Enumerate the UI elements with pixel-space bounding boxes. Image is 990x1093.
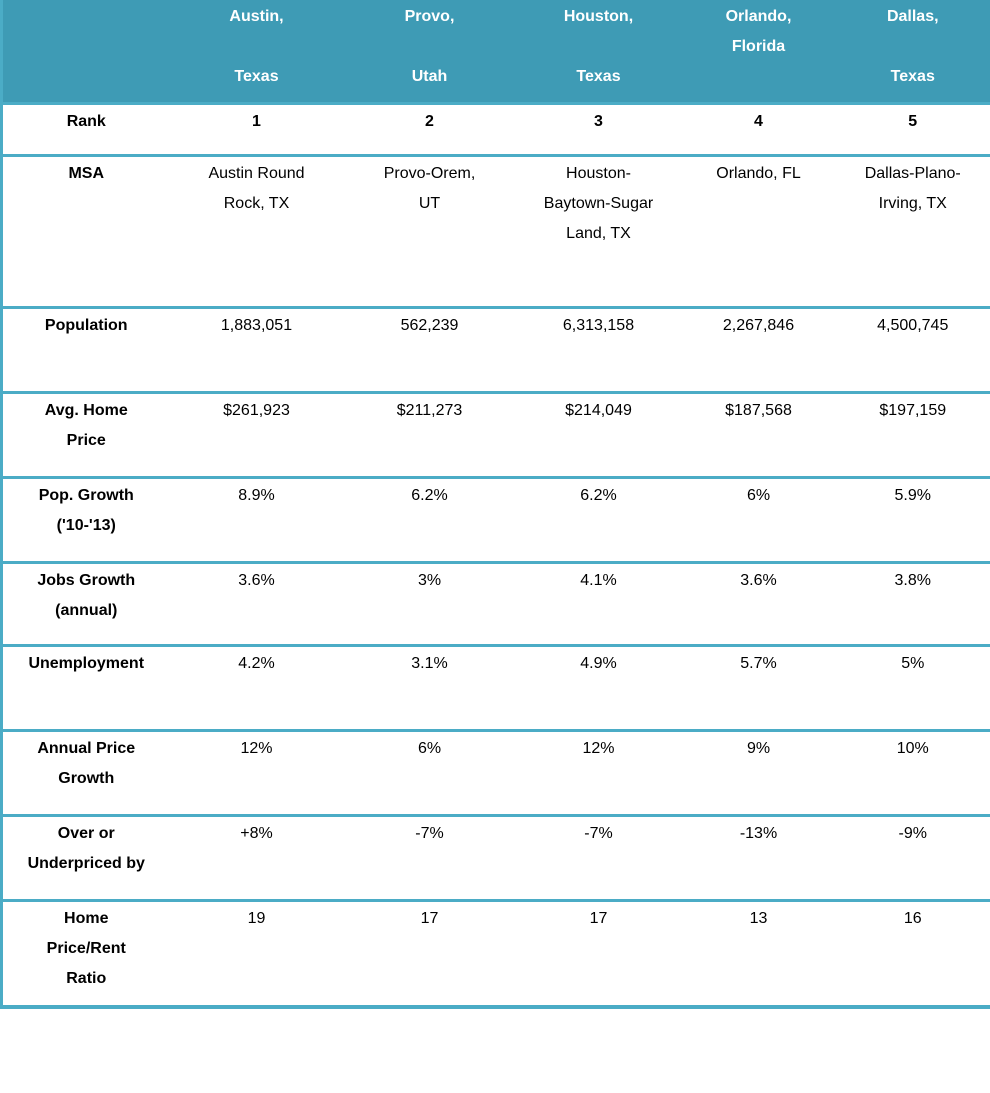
data-cell: 2,267,846: [722, 317, 795, 334]
data-cell: Provo-Orem, UT: [383, 165, 476, 212]
data-cell: 3.1%: [411, 655, 448, 672]
data-cell: 3.6%: [238, 572, 275, 589]
row-header: Unemployment: [28, 655, 145, 672]
data-cell: 17: [589, 910, 608, 927]
data-cell: 5.7%: [740, 655, 777, 672]
data-cell: 6%: [417, 740, 442, 757]
row-header: Population: [44, 317, 128, 334]
header-corner-cell: [1, 0, 170, 104]
header-row: Austin, Texas Provo, Utah Houston, Texas…: [1, 0, 990, 104]
row-header: Rank: [66, 113, 106, 130]
row-header: Jobs Growth (annual): [37, 572, 136, 619]
data-cell: 3%: [417, 572, 442, 589]
data-cell: 3.6%: [740, 572, 777, 589]
table-row-population: Population 1,883,051 562,239 6,313,158 2…: [1, 307, 990, 393]
data-cell: +8%: [240, 825, 273, 842]
data-cell: 6,313,158: [562, 317, 635, 334]
data-cell: -9%: [898, 825, 927, 842]
table-row-pop-growth: Pop. Growth ('10-'13) 8.9% 6.2% 6.2% 6% …: [1, 477, 990, 563]
data-cell: Orlando, FL: [716, 165, 801, 182]
data-cell: Houston- Baytown-Sugar Land, TX: [543, 165, 654, 242]
data-cell: $211,273: [396, 402, 463, 419]
data-cell: 562,239: [400, 317, 459, 334]
data-cell: 5: [908, 113, 918, 130]
data-cell: Dallas-Plano- Irving, TX: [864, 165, 961, 212]
data-cell: -7%: [584, 825, 613, 842]
row-header: MSA: [68, 165, 105, 182]
data-cell: 12%: [582, 740, 615, 757]
data-cell: 4.9%: [580, 655, 617, 672]
data-cell: $187,568: [725, 402, 792, 419]
data-cell: $261,923: [223, 402, 290, 419]
data-cell: 5%: [901, 655, 925, 672]
data-cell: Austin Round Rock, TX: [208, 165, 305, 212]
data-cell: 8.9%: [238, 487, 275, 504]
column-header-dallas: Dallas, Texas: [835, 0, 990, 104]
row-header: Annual Price Growth: [37, 740, 136, 787]
table-row-msa: MSA Austin Round Rock, TX Provo-Orem, UT…: [1, 155, 990, 308]
table-row-annual-price-growth: Annual Price Growth 12% 6% 12% 9% 10%: [1, 730, 990, 816]
row-header: Pop. Growth ('10-'13): [38, 487, 134, 534]
column-header-austin: Austin, Texas: [169, 0, 344, 104]
table-row-avg-home-price: Avg. Home Price $261,923 $211,273 $214,0…: [1, 392, 990, 478]
data-cell: 19: [247, 910, 266, 927]
data-cell: 6%: [746, 487, 771, 504]
data-cell: $197,159: [879, 402, 947, 419]
table-row-rank: Rank 1 2 3 4 5: [1, 103, 990, 156]
city-comparison-table: Austin, Texas Provo, Utah Houston, Texas…: [0, 0, 990, 1009]
data-cell: 17: [420, 910, 439, 927]
row-header: Avg. Home Price: [44, 402, 128, 449]
data-cell: $214,049: [565, 402, 632, 419]
data-cell: 13: [749, 910, 768, 927]
data-cell: 4: [754, 113, 763, 130]
row-header: Home Price/Rent Ratio: [46, 910, 126, 987]
data-cell: 3.8%: [894, 572, 931, 589]
column-header-orlando: Orlando, Florida: [681, 0, 836, 104]
data-cell: 5.9%: [894, 487, 931, 504]
row-header: Over or Underpriced by: [27, 825, 145, 872]
column-header-provo: Provo, Utah: [343, 0, 516, 104]
data-cell: 3: [594, 113, 603, 130]
data-cell: 10%: [896, 740, 929, 757]
data-cell: 9%: [746, 740, 771, 757]
data-cell: -7%: [415, 825, 444, 842]
table-row-unemployment: Unemployment 4.2% 3.1% 4.9% 5.7% 5%: [1, 645, 990, 731]
data-cell: 12%: [240, 740, 273, 757]
data-cell: 4.2%: [238, 655, 275, 672]
data-cell: 16: [903, 910, 922, 927]
data-cell: 1,883,051: [220, 317, 293, 334]
data-cell: 4,500,745: [877, 317, 949, 334]
column-header-houston: Houston, Texas: [515, 0, 682, 104]
data-cell: 2: [425, 113, 434, 130]
data-cell: 6.2%: [580, 487, 617, 504]
data-cell: 4.1%: [580, 572, 617, 589]
data-cell: 6.2%: [411, 487, 448, 504]
table-row-price-rent-ratio: Home Price/Rent Ratio 19 17 17 13 16: [1, 900, 990, 1007]
table-row-over-underpriced: Over or Underpriced by +8% -7% -7% -13% …: [1, 815, 990, 901]
data-cell: -13%: [739, 825, 778, 842]
data-cell: 1: [252, 113, 261, 130]
table-row-jobs-growth: Jobs Growth (annual) 3.6% 3% 4.1% 3.6% 3…: [1, 562, 990, 646]
